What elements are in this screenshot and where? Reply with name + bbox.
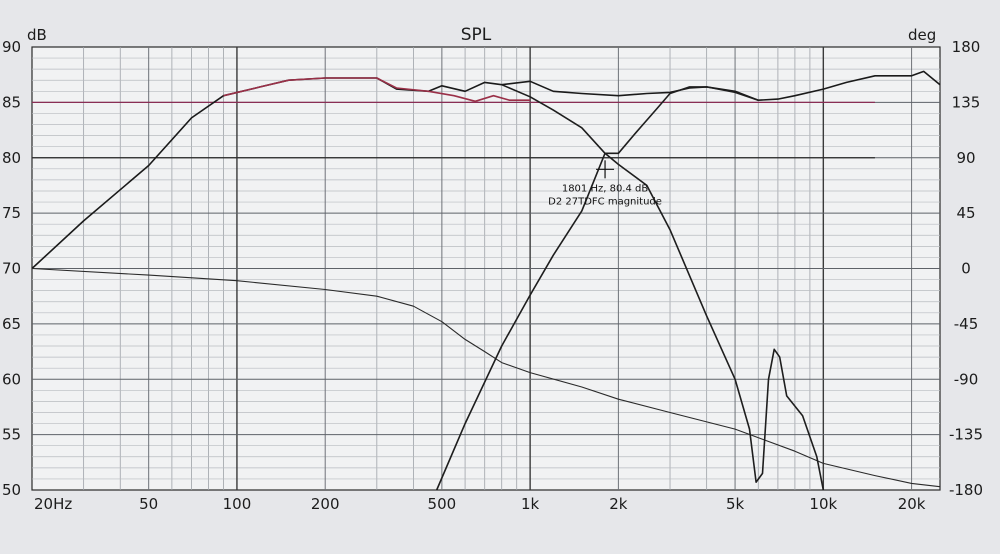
- y2-tick-label: 135: [952, 93, 981, 111]
- chart-title: SPL: [461, 25, 492, 45]
- x-tick-label: 10k: [809, 495, 837, 513]
- series-line-3: [31, 267, 941, 488]
- y2-tick-label: -90: [954, 370, 979, 388]
- y2-tick-label: 180: [952, 38, 981, 56]
- y2-tick-label: -180: [949, 481, 983, 499]
- y-tick-label: 90: [2, 38, 21, 56]
- series-line-5: [501, 83, 825, 491]
- y2-tick-label: -135: [949, 426, 983, 444]
- x-tick-label: 500: [428, 495, 457, 513]
- x-tick-label: 1k: [521, 495, 540, 513]
- y-tick-label: 85: [2, 93, 21, 111]
- x-tick-label: 100: [223, 495, 252, 513]
- y-tick-label: 60: [2, 370, 21, 388]
- y-tick-labels: 90 85 80 75 70 65 60 55 50: [2, 38, 21, 499]
- x-tick-label: 200: [311, 495, 340, 513]
- x-tick-label: 20k: [898, 495, 926, 513]
- x-tick-label: 50: [139, 495, 158, 513]
- y-tick-label: 50: [2, 481, 21, 499]
- y-tick-label: 55: [2, 426, 21, 444]
- y-tick-label: 75: [2, 204, 21, 222]
- x-tick-label: 5k: [726, 495, 745, 513]
- series-line-4: [435, 86, 759, 491]
- left-unit-label: dB: [27, 26, 47, 44]
- x-tick-labels: 20Hz 50 100 200 500 1k 2k 5k 10k 20k: [34, 495, 926, 513]
- annotation-labels: 1801 Hz, 80.4 dB D2 27TDFC magnitude: [548, 183, 662, 207]
- right-unit-label: deg: [908, 26, 936, 44]
- annotation-label: 1801 Hz, 80.4 dB: [562, 183, 649, 194]
- y2-tick-label: 45: [956, 204, 975, 222]
- grid-minor: [32, 47, 940, 490]
- cursor-marker: [596, 160, 615, 179]
- y-tick-label: 70: [2, 260, 21, 278]
- y-tick-label: 65: [2, 315, 21, 333]
- reference-lines: [32, 101, 875, 159]
- y2-tick-label: 0: [961, 260, 971, 278]
- y2-tick-label: -45: [954, 315, 979, 333]
- y-tick-label: 80: [2, 149, 21, 167]
- series-group: [31, 70, 941, 491]
- x-tick-label: 20Hz: [34, 495, 72, 513]
- y2-tick-labels: 180 135 90 45 0 -45 -90 -135 -180: [949, 38, 983, 499]
- series-line-2: [223, 77, 531, 103]
- x-tick-label: 2k: [609, 495, 628, 513]
- annotation-label: D2 27TDFC magnitude: [548, 196, 662, 207]
- y2-tick-label: 90: [956, 149, 975, 167]
